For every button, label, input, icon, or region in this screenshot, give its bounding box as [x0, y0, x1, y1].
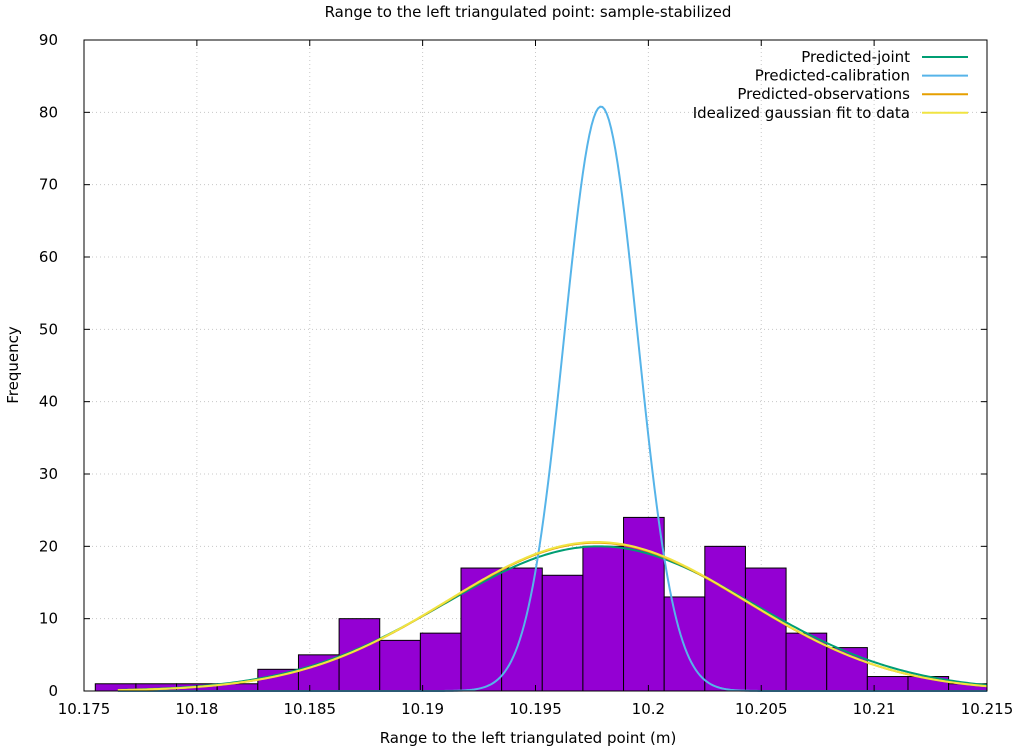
y-tick-label: 0: [48, 682, 58, 700]
histogram-bar: [623, 516, 665, 692]
x-tick-label: 10.205: [735, 700, 788, 718]
y-tick-label: 70: [39, 176, 58, 194]
legend-label-0: Predicted-joint: [801, 48, 910, 66]
legend-label-3: Idealized gaussian fit to data: [693, 104, 910, 122]
legend-label-1: Predicted-calibration: [755, 67, 910, 85]
x-tick-label: 10.185: [284, 700, 337, 718]
axis-ticks: 10.175 10.18 10.185 10.19 10.195 10.2 10.205 10…: [39, 31, 1013, 718]
y-tick-label: 30: [39, 465, 58, 483]
legend-label-2: Predicted-observations: [737, 85, 910, 103]
grid-lines: [84, 40, 987, 691]
x-tick-label: 10.175: [58, 700, 111, 718]
x-tick-label: 10.215: [961, 700, 1014, 718]
x-tick-label: 10.2: [632, 700, 665, 718]
y-tick-label: 90: [39, 31, 58, 49]
x-tick-label: 10.195: [509, 700, 562, 718]
y-tick-label: 10: [39, 610, 58, 628]
y-axis-label: Frequency: [4, 326, 22, 404]
y-tick-label: 50: [39, 320, 58, 338]
x-tick-label: 10.18: [175, 700, 218, 718]
y-tick-label: 60: [39, 248, 58, 266]
histogram-bar: [541, 574, 584, 692]
histogram-bar: [379, 639, 421, 692]
histogram-bar: [582, 545, 625, 692]
x-axis-label: Range to the left triangulated point (m): [380, 729, 677, 747]
chart-legend: Predicted-jointPredicted-calibrationPred…: [693, 48, 968, 122]
histogram-bar: [704, 545, 746, 692]
histogram-bar: [460, 567, 503, 692]
x-tick-label: 10.21: [853, 700, 896, 718]
chart-title: Range to the left triangulated point: sa…: [325, 3, 732, 21]
histogram-bar: [744, 567, 787, 692]
series-line-3: [117, 540, 988, 692]
y-tick-label: 20: [39, 537, 58, 555]
x-tick-label: 10.19: [401, 700, 444, 718]
histogram-bar: [419, 632, 462, 692]
series-line-0: [117, 545, 988, 691]
histogram-bars: [94, 516, 988, 692]
histogram-bar: [866, 676, 909, 692]
histogram-bar: [785, 632, 828, 692]
y-tick-label: 40: [39, 393, 58, 411]
y-tick-label: 80: [39, 103, 58, 121]
